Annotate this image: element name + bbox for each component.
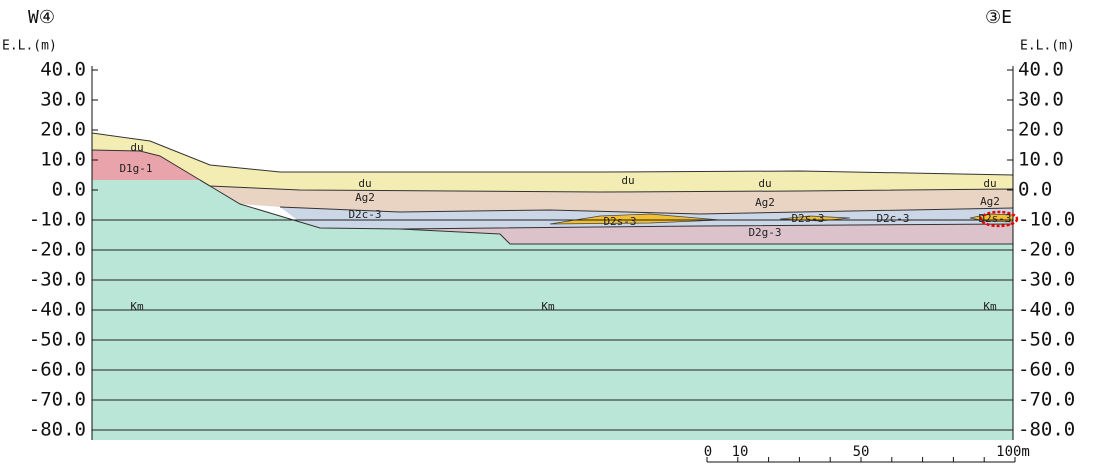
layer-label: D1g-1 [119, 162, 152, 175]
elevation-right: -10.0 [1018, 209, 1075, 231]
elevation-right: -20.0 [1018, 239, 1075, 261]
layer-label: du [983, 177, 996, 190]
elevation-right: -30.0 [1018, 269, 1075, 291]
elevation-left: -80.0 [29, 419, 86, 441]
elevation-right: 40.0 [1018, 59, 1064, 81]
scale-label: 50 [853, 444, 870, 460]
layer-label: Km [983, 300, 997, 313]
elevation-right: -80.0 [1018, 419, 1075, 441]
elevation-left: -50.0 [29, 329, 86, 351]
layer-label: Ag2 [980, 195, 1000, 208]
layer-label: du [621, 174, 634, 187]
layer-label: D2s-3 [791, 212, 824, 225]
scale-label: 0 [704, 444, 712, 460]
elevation-left: 30.0 [40, 89, 86, 111]
layer-label: du [130, 141, 143, 154]
west-label: W④ [28, 7, 55, 28]
elevation-left: -30.0 [29, 269, 86, 291]
elevation-left: -70.0 [29, 389, 86, 411]
layer-label: Ag2 [755, 196, 775, 209]
layer-label: D2s-3 [603, 215, 636, 228]
scale-label: 100m [996, 444, 1030, 460]
elevation-right: -50.0 [1018, 329, 1075, 351]
elevation-right: -70.0 [1018, 389, 1075, 411]
layer-label: D2g-3 [748, 226, 781, 239]
layer-du [92, 133, 1013, 192]
layer-label: du [758, 177, 771, 190]
unit-right: E.L.(m) [1020, 39, 1075, 54]
elevation-left: 20.0 [40, 119, 86, 141]
elevation-left: 40.0 [40, 59, 86, 81]
scale-label: 10 [732, 444, 749, 460]
layer-label: D2c-3 [876, 212, 909, 225]
elevation-right: 10.0 [1018, 149, 1064, 171]
layers [92, 133, 1013, 440]
elevation-right: -60.0 [1018, 359, 1075, 381]
elevation-right: 20.0 [1018, 119, 1064, 141]
layer-label: Km [130, 300, 144, 313]
layer-label: Ag2 [355, 191, 375, 204]
cross-section: W④ ③E E.L.(m) E.L.(m) 0 10 50 100m 40.0 40.0… [0, 0, 1097, 473]
elevation-left: 10.0 [40, 149, 86, 171]
elevation-right: -40.0 [1018, 299, 1075, 321]
layer-label: D2c-3 [348, 208, 381, 221]
elevation-left: 0.0 [52, 179, 86, 201]
east-label: ③E [985, 7, 1012, 28]
layer-label: D2s-3 [978, 212, 1011, 225]
layer-label: du [358, 177, 371, 190]
unit-left: E.L.(m) [2, 39, 57, 54]
elevation-left: -60.0 [29, 359, 86, 381]
elevation-left: -10.0 [29, 209, 86, 231]
scale-bar: 0 10 50 100m [704, 444, 1030, 462]
elevation-right: 30.0 [1018, 89, 1064, 111]
elevation-left: -20.0 [29, 239, 86, 261]
elevation-right: 0.0 [1018, 179, 1052, 201]
elevation-left: -40.0 [29, 299, 86, 321]
layer-label: Km [541, 300, 555, 313]
